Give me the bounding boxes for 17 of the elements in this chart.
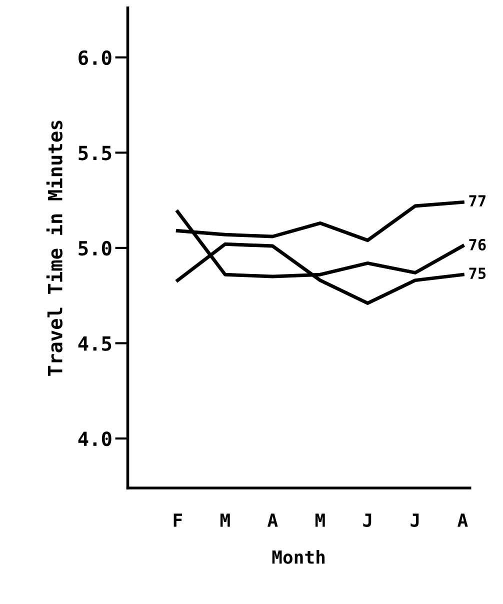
x-tick-label: M (315, 514, 325, 527)
x-tick-label: J (410, 514, 419, 528)
x-tick-label: F (174, 514, 182, 527)
x-axis-title: Month (272, 550, 325, 564)
x-tick-label: M (220, 514, 230, 527)
x-tick-label: A (458, 514, 468, 527)
x-tick-label: A (268, 514, 278, 527)
series-label: 77 (469, 195, 486, 206)
y-tick-label: 6.0 (78, 50, 112, 66)
y-axis-title: Travel Time in Minutes (46, 120, 62, 376)
y-tick-label: 4.0 (78, 431, 112, 446)
y-tick-label: 4.5 (78, 336, 112, 351)
series-label: 76 (469, 238, 486, 250)
y-tick-label: 5.0 (78, 240, 112, 256)
y-tick-label: 5.5 (78, 146, 112, 160)
x-tick-label: J (363, 514, 372, 528)
series-label: 75 (469, 268, 486, 280)
